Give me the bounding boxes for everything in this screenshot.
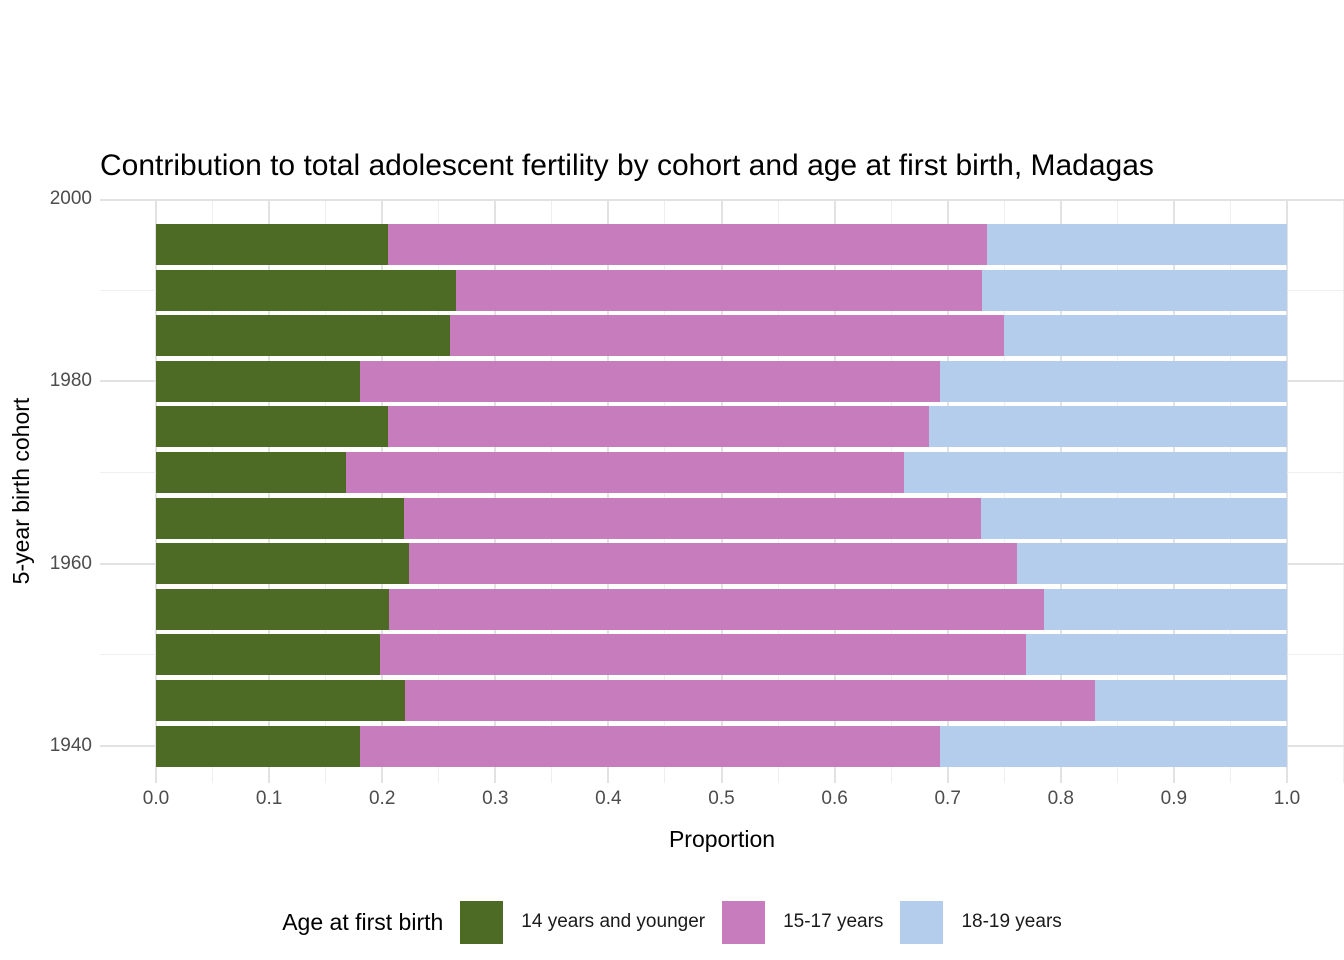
bar-segment <box>987 224 1287 266</box>
y-axis-title: 5-year birth cohort <box>8 397 34 585</box>
x-tick-label: 0.0 <box>142 788 170 809</box>
bar-segment <box>929 406 1287 448</box>
bar-segment <box>388 406 929 448</box>
bar-segment <box>1044 588 1287 630</box>
legend-label: 18-19 years <box>961 911 1062 932</box>
bar-segment <box>156 406 388 448</box>
bar-segment <box>388 224 987 266</box>
gridline-vertical-major <box>1286 199 1288 783</box>
legend-items: 14 years and younger 15-17 years 18-19 yea… <box>460 900 1062 944</box>
x-tick-label: 1.0 <box>1273 788 1301 809</box>
y-tick-label: 1980 <box>49 370 92 392</box>
bar-segment <box>904 452 1287 493</box>
x-tick-label: 0.2 <box>368 788 396 809</box>
legend: Age at first birth 14 years and younger 1… <box>0 898 1344 946</box>
bar-segment <box>940 725 1287 767</box>
x-tick-label: 0.9 <box>1160 788 1188 809</box>
bar-segment <box>156 588 389 630</box>
bar-segment <box>156 315 450 357</box>
bar-segment <box>409 543 1017 585</box>
bar-segment <box>156 452 346 493</box>
bar-segment <box>1026 634 1287 676</box>
x-tick-label: 0.4 <box>595 788 622 809</box>
gridline-horizontal-major <box>100 199 1344 201</box>
bar-segment <box>156 725 360 767</box>
bar-segment <box>404 497 981 539</box>
bar-segment <box>456 269 982 311</box>
bar-segment <box>156 543 409 585</box>
plot-panel <box>100 199 1344 783</box>
y-tick-label: 1960 <box>49 552 92 574</box>
bar-row-cohort-1945 <box>156 679 1287 721</box>
x-tick-label: 0.5 <box>708 788 735 809</box>
bar-segment <box>1017 543 1287 585</box>
chart-title: Contribution to total adolescent fertili… <box>100 149 1154 182</box>
bar-row-cohort-1975 <box>156 406 1287 448</box>
bar-segment <box>156 497 404 539</box>
bar-row-cohort-1970 <box>156 452 1287 493</box>
bar-segment <box>450 315 1004 357</box>
bar-segment <box>156 679 405 721</box>
bar-segment <box>940 360 1287 402</box>
bar-row-cohort-1990 <box>156 269 1287 311</box>
legend-item: 18-19 years <box>900 900 1062 944</box>
bar-segment <box>156 634 380 676</box>
x-tick-label: 0.6 <box>821 788 848 809</box>
bar-row-cohort-1980 <box>156 360 1287 402</box>
legend-item: 14 years and younger <box>460 900 706 944</box>
bar-segment <box>981 497 1287 539</box>
bar-segment <box>982 269 1287 311</box>
bar-segment <box>405 679 1095 721</box>
x-tick-label: 0.1 <box>255 788 283 809</box>
bar-row-cohort-1960 <box>156 543 1287 585</box>
bar-row-cohort-1995 <box>156 224 1287 266</box>
bar-segment <box>156 360 360 402</box>
legend-item: 15-17 years <box>722 900 884 944</box>
bar-segment <box>360 360 940 402</box>
bar-row-cohort-1950 <box>156 634 1287 676</box>
bar-segment <box>156 269 456 311</box>
y-tick-label: 1940 <box>49 735 92 757</box>
bar-segment <box>360 725 940 767</box>
legend-label: 15-17 years <box>783 911 884 932</box>
bar-segment <box>346 452 904 493</box>
bar-row-cohort-1955 <box>156 588 1287 630</box>
bar-segment <box>156 224 388 266</box>
bar-row-cohort-1965 <box>156 497 1287 539</box>
x-axis-title: Proportion <box>668 826 776 852</box>
x-tick-label: 0.3 <box>482 788 509 809</box>
y-tick-label: 2000 <box>49 188 92 209</box>
bar-segment <box>380 634 1026 676</box>
bar-segment <box>1095 679 1287 721</box>
bar-row-cohort-1940 <box>156 725 1287 767</box>
legend-swatch-icon <box>900 900 944 944</box>
bar-segment <box>1004 315 1287 357</box>
legend-label: 14 years and younger <box>521 911 706 932</box>
bar-segment <box>389 588 1044 630</box>
x-tick-label: 0.8 <box>1047 788 1074 809</box>
legend-title: Age at first birth <box>282 908 444 935</box>
legend-swatch-icon <box>722 900 766 944</box>
legend-swatch-icon <box>460 900 504 944</box>
bar-row-cohort-1985 <box>156 315 1287 357</box>
x-tick-label: 0.7 <box>934 788 961 809</box>
